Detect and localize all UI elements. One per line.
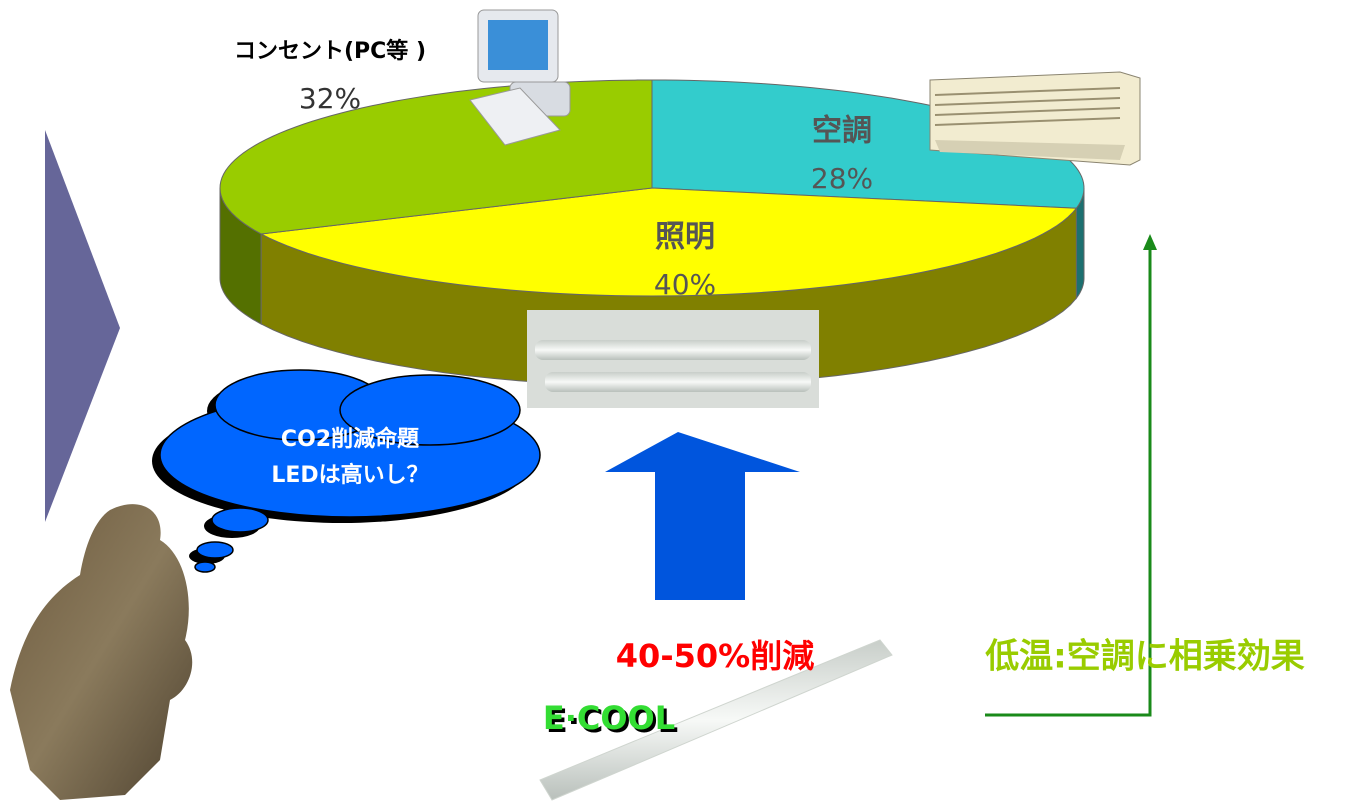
thought-cloud: CO2削減命題 LEDは高いし？ (152, 369, 541, 573)
slice-value-label: 32% (299, 82, 361, 115)
synergy-arrow (985, 234, 1157, 717)
ac-icon (929, 71, 1141, 166)
led-tube (530, 600, 893, 803)
synergy-text: 低温:空調に相乗効果 (985, 637, 1305, 677)
light-fixture (527, 310, 819, 408)
brand-name: E·COOL (543, 699, 675, 737)
brand-shadow: E·COOL (546, 702, 678, 740)
slice-category: 照明 (655, 220, 715, 255)
cloud-line: CO2削減命題 (281, 426, 420, 452)
reduction-text: 40-50%削減 (616, 637, 814, 675)
chevron (45, 130, 120, 522)
slice-category: 空調 (812, 114, 872, 149)
slice-value-label: 40% (654, 268, 716, 301)
up-arrow (605, 432, 800, 600)
pc-icon (469, 9, 571, 146)
pie-slice (259, 187, 1078, 297)
slice-value-label: 28% (811, 162, 873, 195)
cloud-line: LEDは高いし？ (271, 462, 428, 488)
slice-category: コンセント(PC等 ) (234, 38, 426, 64)
thinker-statue (10, 504, 193, 800)
